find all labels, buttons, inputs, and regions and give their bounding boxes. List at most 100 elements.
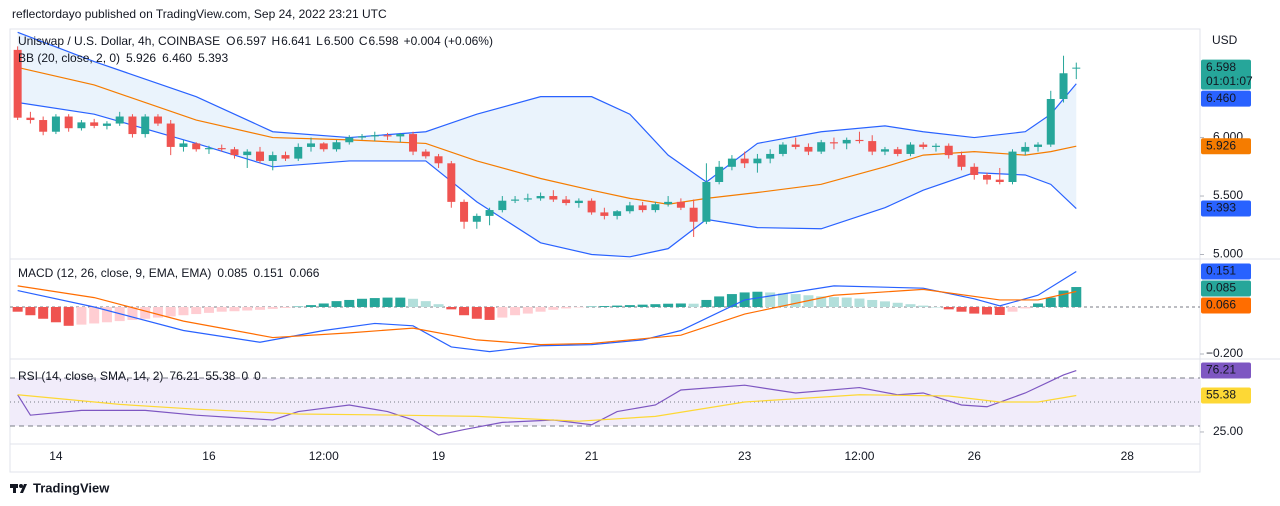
histogram-bar	[688, 303, 699, 308]
histogram-bar	[663, 303, 674, 308]
candle-body	[204, 148, 213, 150]
histogram-bar	[522, 307, 533, 314]
x-tick-label: 12:00	[309, 449, 339, 463]
indicator-line	[17, 101, 1077, 258]
candle-body	[102, 123, 111, 126]
histogram-bar	[828, 297, 839, 308]
candle-body	[702, 182, 711, 222]
histogram-bar	[408, 298, 419, 308]
ohlc-key: C	[359, 34, 368, 48]
header: reflectordayo published on TradingView.c…	[12, 7, 387, 21]
candle-body	[345, 137, 354, 143]
indicator-line	[17, 66, 1077, 205]
logo	[10, 484, 27, 493]
candle-body	[919, 144, 928, 147]
candle-body	[485, 210, 494, 216]
x-tick-label: 19	[432, 449, 446, 463]
indicator-line	[17, 285, 1077, 346]
price-tag-label: 0.066	[1206, 298, 1236, 312]
histogram-bar	[216, 307, 227, 312]
x-tick-label: 21	[585, 449, 599, 463]
change: +0.004 (+0.06%)	[404, 34, 493, 48]
candle-body	[192, 143, 201, 150]
indicator-value: 0	[254, 369, 261, 383]
histogram-bar	[433, 304, 444, 308]
histogram-bar	[841, 297, 852, 308]
histogram-bar	[726, 294, 737, 308]
histogram-bar	[459, 307, 470, 316]
candle-body	[166, 123, 175, 147]
candle-body	[358, 136, 367, 138]
histogram-bar	[714, 296, 725, 308]
candle-body	[676, 201, 685, 208]
candle-body	[536, 196, 545, 199]
histogram-bar	[548, 307, 559, 310]
histogram-bar	[752, 291, 763, 308]
histogram-bar	[497, 307, 508, 318]
candle-body	[307, 143, 316, 147]
histogram-bar	[650, 304, 661, 308]
candle-body	[396, 134, 405, 137]
candle-body	[77, 122, 86, 129]
price-tag	[1201, 90, 1251, 107]
y-tick-label: 5.500	[1213, 188, 1243, 202]
indicator-value: 76.21	[169, 369, 199, 383]
ohlc-key: O	[226, 34, 235, 48]
candle-body	[434, 156, 443, 164]
candle-body	[982, 174, 991, 180]
candle-body	[39, 120, 48, 132]
histogram-bar	[969, 307, 980, 314]
candle-body	[243, 151, 252, 156]
histogram-bar	[943, 307, 954, 310]
histogram-bar	[930, 307, 941, 308]
indicator-line	[17, 394, 1077, 422]
candle-body	[115, 116, 124, 124]
candle-body	[26, 117, 35, 121]
histogram-bar	[76, 307, 87, 325]
indicator-line	[17, 369, 1077, 436]
candle-body	[153, 116, 162, 124]
candle-body	[460, 201, 469, 222]
ohlc-key: H	[271, 34, 280, 48]
candle-body	[1059, 73, 1068, 99]
histogram-bar	[994, 307, 1005, 315]
y-tick-label: −0.200	[1206, 346, 1243, 360]
candle-body	[13, 49, 22, 118]
histogram-bar	[382, 297, 393, 308]
price-tag-label: 6.460	[1206, 91, 1236, 105]
histogram-bar	[1020, 307, 1031, 309]
candle-body	[281, 155, 290, 159]
histogram-bar	[765, 292, 776, 308]
histogram-bar	[561, 307, 572, 309]
candle-body	[383, 135, 392, 137]
axis-unit: USD	[1212, 33, 1238, 47]
candle-body	[562, 199, 571, 204]
band-fill	[17, 32, 1077, 257]
histogram-bar	[191, 307, 202, 315]
candle-body	[740, 158, 749, 164]
histogram-bar	[280, 307, 291, 308]
candle-body	[651, 204, 660, 211]
histogram-bar	[165, 307, 176, 317]
histogram-bar	[484, 307, 495, 320]
histogram-bar	[357, 298, 368, 308]
candle-body	[64, 116, 73, 129]
candle-body	[319, 143, 328, 150]
histogram-bar	[25, 307, 36, 316]
price-tag-label: 6.598	[1206, 60, 1236, 74]
histogram-bar	[369, 298, 380, 308]
candle-body	[868, 141, 877, 152]
histogram-bar	[446, 307, 457, 310]
histogram-bar	[535, 307, 546, 312]
histogram-bar	[1071, 287, 1082, 308]
candle-body	[370, 135, 379, 137]
candle-body	[970, 166, 979, 175]
price-tag	[1201, 297, 1251, 314]
candle-body	[689, 207, 698, 222]
candle-body	[664, 201, 673, 205]
histogram-bar	[905, 304, 916, 308]
indicator-title: MACD (12, 26, close, 9, EMA, EMA)	[18, 266, 211, 280]
histogram-bar	[701, 299, 712, 308]
y-tick-label: 25.00	[1213, 424, 1243, 438]
